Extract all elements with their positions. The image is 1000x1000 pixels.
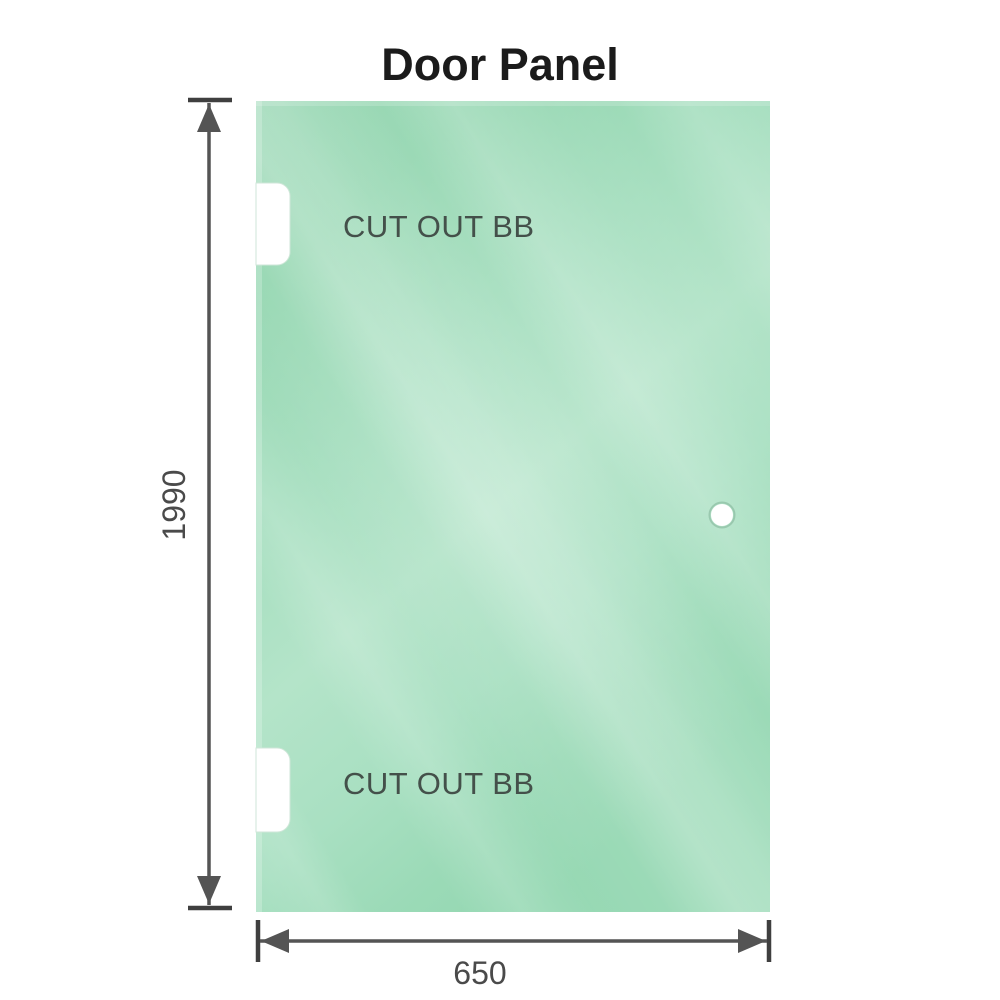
panel-left-edge-highlight	[256, 101, 262, 912]
handle-hole	[708, 501, 736, 529]
dim-height-arrow-bottom	[197, 876, 221, 904]
dim-height-label: 1990	[156, 469, 192, 540]
cutout-upper-shape	[255, 182, 291, 266]
handle-hole-ring	[708, 501, 736, 529]
dim-width-label: 650	[453, 955, 506, 991]
panel-top-edge-highlight	[256, 101, 770, 106]
cutout-lower-shape	[255, 747, 291, 833]
dimension-width: 650	[255, 920, 772, 991]
cutout-upper	[255, 182, 291, 266]
dim-height-arrow-top	[197, 104, 221, 132]
cutout-label-upper: CUT OUT BB	[343, 209, 535, 244]
dimension-height: 1990	[156, 97, 232, 911]
dim-width-arrow-left	[261, 929, 289, 953]
glass-door-panel	[256, 101, 770, 912]
dim-width-arrow-right	[738, 929, 766, 953]
panel-diagonal-band	[256, 101, 770, 912]
cutout-label-lower: CUT OUT BB	[343, 766, 535, 801]
page-title: Door Panel	[381, 39, 619, 90]
cutout-lower	[255, 747, 291, 833]
handle-hole-bore	[711, 504, 733, 526]
